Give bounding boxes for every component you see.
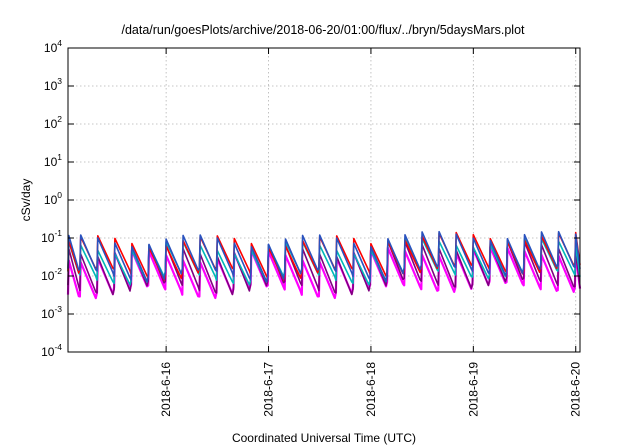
x-tick-label: 2018-6-19 (466, 362, 480, 417)
y-tick-label: 101 (44, 152, 62, 169)
y-tick-label: 10-3 (41, 304, 62, 321)
y-axis: 10-4 10-3 10-2 10-1 100 101 102 103 104 (41, 38, 580, 359)
x-axis-label: Coordinated Universal Time (UTC) (232, 431, 416, 445)
y-axis-label: cSv/day (19, 179, 33, 222)
y-tick-label: 104 (44, 38, 62, 55)
y-tick-label: 10-2 (41, 266, 62, 283)
y-tick-label: 100 (44, 190, 62, 207)
y-tick-label: 10-4 (41, 342, 62, 359)
y-tick-label: 103 (44, 76, 62, 93)
y-tick-label: 10-1 (41, 228, 62, 245)
x-tick-label: 2018-6-16 (159, 362, 173, 417)
chart-title: /data/run/goesPlots/archive/2018-06-20/0… (121, 23, 525, 37)
y-tick-label: 102 (44, 114, 62, 131)
grid (68, 48, 580, 352)
x-axis: 2018-6-16 2018-6-17 2018-6-18 2018-6-19 2018… (159, 48, 583, 417)
x-tick-label: 2018-6-18 (364, 362, 378, 417)
x-tick-label: 2018-6-17 (262, 362, 276, 417)
x-tick-label: 2018-6-20 (569, 362, 583, 417)
series-line (67, 230, 581, 283)
series-layer (66, 230, 582, 300)
